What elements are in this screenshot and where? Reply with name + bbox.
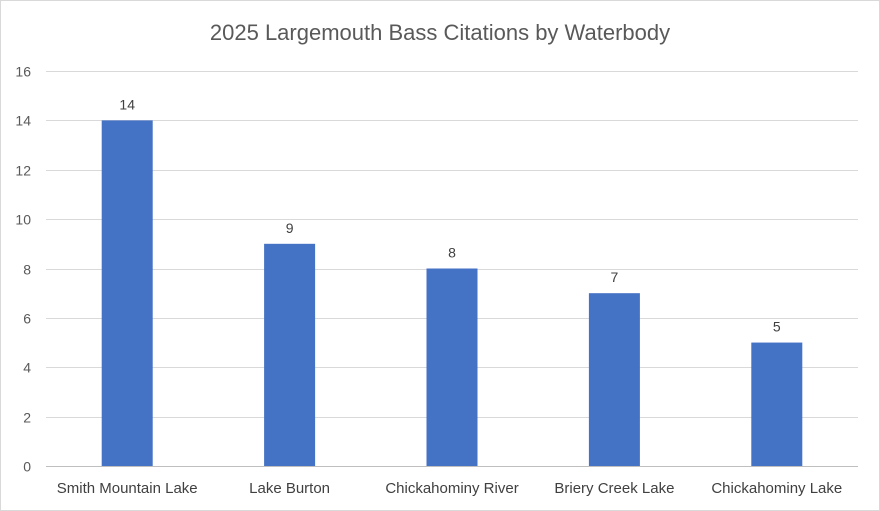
y-axis-ticks: 0 2 4 6 8 10 12 14 16 xyxy=(15,64,31,475)
bar xyxy=(426,268,478,466)
data-label: 8 xyxy=(448,245,456,261)
y-tick-label: 14 xyxy=(15,113,31,129)
data-label: 9 xyxy=(286,220,294,236)
bar xyxy=(588,293,640,466)
y-tick-label: 0 xyxy=(23,459,31,475)
data-labels: 14 9 8 7 5 xyxy=(119,96,780,334)
y-tick-label: 12 xyxy=(15,163,31,179)
data-label: 5 xyxy=(773,319,781,335)
y-tick-label: 16 xyxy=(15,64,31,80)
x-axis-categories: Smith Mountain Lake Lake Burton Chickahomi… xyxy=(57,480,843,497)
y-tick-label: 6 xyxy=(23,311,31,327)
x-category-label: Chickahominy River xyxy=(385,480,518,497)
y-tick-label: 10 xyxy=(15,212,31,228)
x-category-label: Briery Creek Lake xyxy=(554,480,674,497)
bar xyxy=(264,243,316,466)
chart-title: 2025 Largemouth Bass Citations by Waterb… xyxy=(210,20,670,45)
x-category-label: Smith Mountain Lake xyxy=(57,480,198,497)
bar xyxy=(751,342,803,466)
x-category-label: Chickahominy Lake xyxy=(711,480,842,497)
x-category-label: Lake Burton xyxy=(249,480,330,497)
y-tick-label: 8 xyxy=(23,262,31,278)
data-label: 14 xyxy=(119,96,135,112)
bars xyxy=(101,120,803,466)
y-tick-label: 2 xyxy=(23,410,31,426)
y-tick-label: 4 xyxy=(23,360,31,376)
bar xyxy=(101,120,153,466)
data-label: 7 xyxy=(611,269,619,285)
